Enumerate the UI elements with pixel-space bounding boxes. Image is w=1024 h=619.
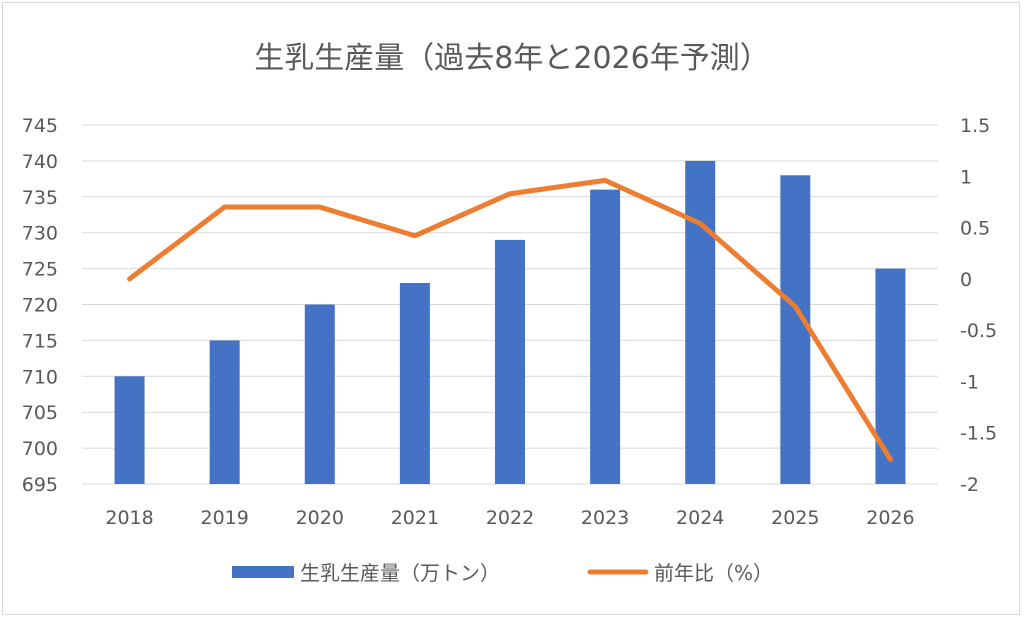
bar-2026: [875, 268, 906, 484]
x-tick-label: 2021: [391, 507, 439, 529]
chart-title: 生乳生産量（過去8年と2026年予測）: [254, 41, 769, 76]
x-tick-label: 2019: [200, 507, 248, 529]
y-left-tick-label: 735: [22, 187, 58, 209]
y-right-tick-label: 0.5: [960, 218, 990, 240]
bar-2018: [114, 376, 145, 484]
y-right-tick-label: -0.5: [960, 320, 997, 342]
legend-swatch-bar: [232, 566, 294, 578]
bar-2021: [399, 282, 430, 484]
bar-2020: [304, 304, 335, 484]
x-tick-label: 2022: [486, 507, 534, 529]
bar-2023: [590, 189, 621, 484]
legend: 生乳生産量（万トン） 前年比（%）: [232, 561, 773, 585]
y-right-tick-label: -1: [960, 371, 979, 393]
y-left-tick-label: 710: [22, 366, 58, 388]
y-left-tick-label: 695: [22, 474, 58, 496]
x-tick-label: 2023: [581, 507, 629, 529]
y-left-tick-label: 720: [22, 295, 58, 317]
bar-2024: [685, 160, 716, 484]
y-right-tick-label: 1.5: [960, 115, 990, 137]
y-right-tick-label: -1.5: [960, 423, 997, 445]
y-left-tick-label: 715: [22, 330, 58, 352]
bar-2019: [209, 340, 240, 484]
y-right-tick-label: -2: [960, 474, 979, 496]
x-tick-label: 2024: [676, 507, 724, 529]
y-left-tick-label: 725: [22, 259, 58, 281]
y-right-tick-label: 1: [960, 166, 972, 188]
x-tick-label: 2025: [771, 507, 819, 529]
bar-2025: [780, 175, 811, 484]
y-left-tick-label: 740: [22, 151, 58, 173]
bar-2022: [495, 239, 525, 484]
x-tick-label: 2018: [105, 507, 153, 529]
x-tick-label: 2020: [296, 507, 344, 529]
y-left-tick-label: 705: [22, 402, 58, 424]
x-tick-label: 2026: [866, 507, 914, 529]
legend-label-bar: 生乳生産量（万トン）: [300, 561, 500, 585]
y-left-tick-label: 700: [22, 438, 58, 460]
y-left-tick-label: 745: [22, 115, 58, 137]
y-left-tick-label: 730: [22, 223, 58, 245]
y-right-tick-label: 0: [960, 269, 972, 291]
legend-label-line: 前年比（%）: [654, 561, 773, 585]
